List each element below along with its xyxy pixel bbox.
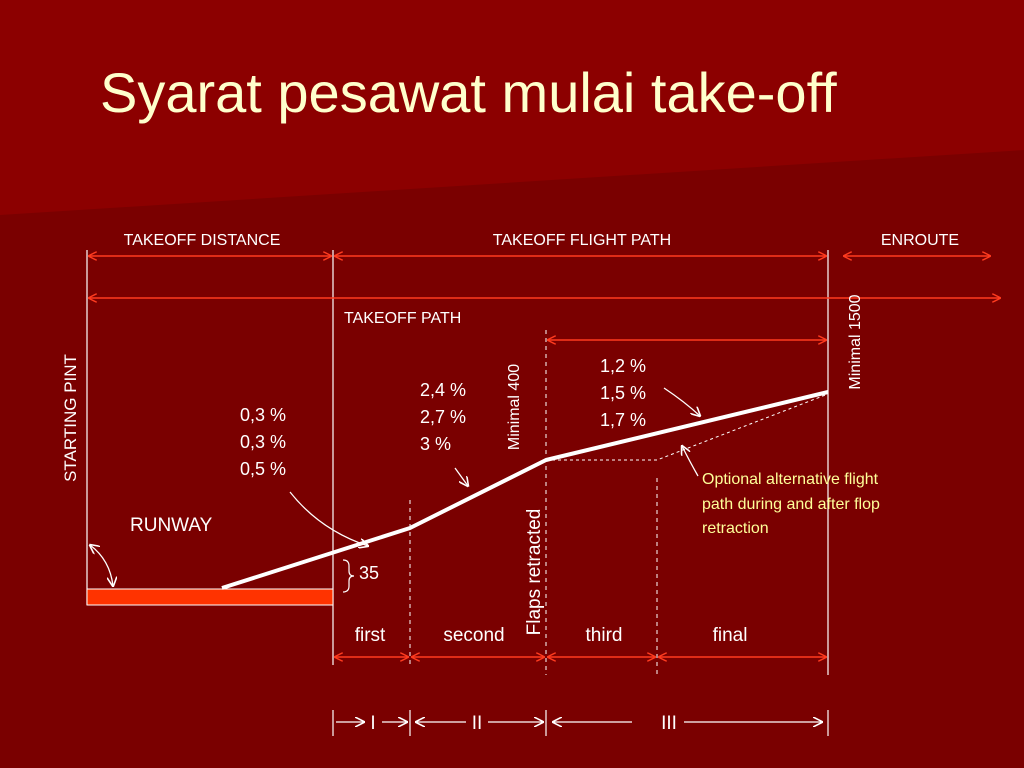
- first-gradient-2: 0,3 %: [240, 432, 286, 452]
- height-35-label: 35: [359, 563, 379, 583]
- starting-point-label: STARTING PINT: [61, 354, 80, 482]
- final-gradient-1: 1,2 %: [600, 356, 646, 376]
- takeoff-distance-label: TAKEOFF DISTANCE: [124, 232, 281, 249]
- takeoff-flight-path-label: TAKEOFF FLIGHT PATH: [493, 232, 671, 249]
- phase-one-label: I: [370, 713, 375, 734]
- minimal-400-label: Minimal 400: [506, 364, 523, 450]
- first-gradient-3: 0,5 %: [240, 459, 286, 479]
- second-gradient-pointer: [454, 467, 468, 486]
- enroute-label: ENROUTE: [881, 232, 959, 249]
- final-gradient-2: 1,5 %: [600, 383, 646, 403]
- second-gradient-2: 2,7 %: [420, 407, 466, 427]
- final-gradient-pointer: [663, 387, 700, 416]
- first-gradient-pointer: [289, 491, 368, 546]
- takeoff-path-label: TAKEOFF PATH: [344, 310, 461, 327]
- header-band: [0, 0, 1024, 215]
- segment-second-label: second: [443, 625, 504, 646]
- height-brace: [342, 559, 355, 593]
- optional-flight-path-line: [546, 393, 829, 461]
- optional-note-line-2: path during and after flop: [702, 496, 880, 513]
- segment-first-label: first: [355, 625, 386, 646]
- optional-note-line-3: retraction: [702, 520, 769, 537]
- second-gradient-1: 2,4 %: [420, 380, 466, 400]
- runway-pointer-arrow: [90, 545, 113, 586]
- minimal-1500-label: Minimal 1500: [847, 294, 864, 389]
- runway-label: RUNWAY: [130, 515, 213, 536]
- optional-path-pointer: [682, 446, 699, 477]
- flight-path-line: [221, 390, 829, 590]
- segment-final-label: final: [713, 625, 748, 646]
- slide-title: Syarat pesawat mulai take-off: [100, 61, 837, 124]
- second-gradient-3: 3 %: [420, 434, 451, 454]
- flaps-retracted-label: Flaps retracted: [524, 509, 545, 636]
- segment-third-label: third: [586, 625, 623, 646]
- runway-bar: [86, 588, 334, 606]
- optional-note-line-1: Optional alternative flight: [702, 471, 879, 488]
- first-gradient-1: 0,3 %: [240, 405, 286, 425]
- phase-three-label: III: [661, 713, 677, 734]
- phase-two-label: II: [472, 713, 483, 734]
- final-gradient-3: 1,7 %: [600, 410, 646, 430]
